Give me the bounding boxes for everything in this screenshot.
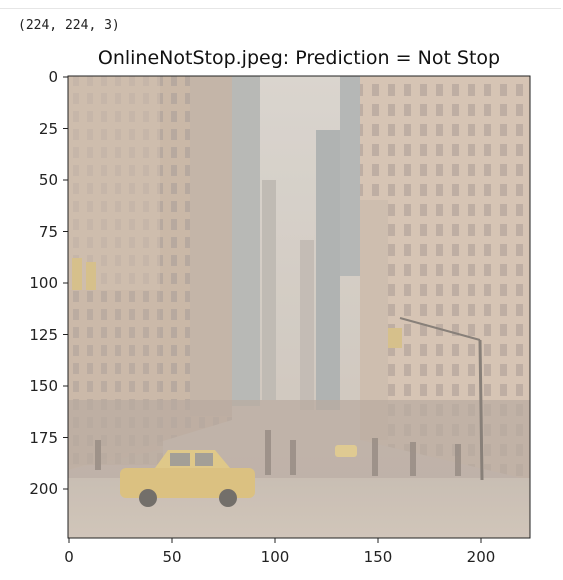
y-tick-label: 50 [39,171,58,189]
x-tick-label: 200 [467,548,496,566]
street-photo-icon [68,76,530,538]
x-tick-label: 100 [261,548,290,566]
y-tick-label: 175 [29,429,58,447]
y-tick-label: 150 [29,377,58,395]
x-tick-label: 150 [364,548,393,566]
y-tick-label: 25 [39,120,58,138]
figure-title: OnlineNotStop.jpeg: Prediction = Not Sto… [98,47,500,69]
y-tick-label: 125 [29,326,58,344]
x-tick-label: 0 [64,548,74,566]
y-tick-label: 200 [29,480,58,498]
x-axis [69,538,481,543]
y-tick-label: 75 [39,223,58,241]
y-tick-label: 100 [29,274,58,292]
y-tick-label: 0 [48,68,58,86]
y-axis [63,77,68,489]
x-tick-label: 50 [162,548,181,566]
